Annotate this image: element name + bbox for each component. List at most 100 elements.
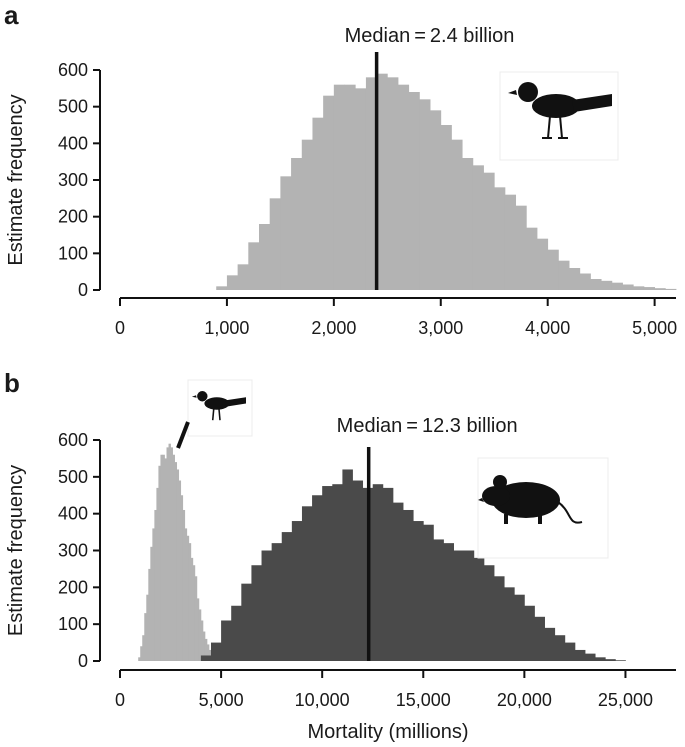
histogram-bar xyxy=(204,638,208,661)
histogram-bar xyxy=(333,84,345,291)
y-tick-label: 300 xyxy=(58,541,88,561)
histogram-bar xyxy=(261,550,273,661)
median-label: Median = 2.4 billion xyxy=(345,25,515,47)
bird-icon xyxy=(176,379,253,449)
histogram-bar xyxy=(301,139,313,290)
histogram-bar xyxy=(271,543,283,661)
histogram-bar xyxy=(574,649,586,661)
histogram-bar xyxy=(595,657,606,661)
histogram-bar xyxy=(579,273,591,290)
histogram-bar xyxy=(138,657,141,661)
histogram-bar xyxy=(504,587,515,661)
histogram-bar xyxy=(196,598,200,661)
y-tick-label: 600 xyxy=(58,60,88,80)
histogram-bar xyxy=(146,594,149,661)
histogram-bar xyxy=(291,521,303,661)
histogram-bar xyxy=(216,286,228,290)
histogram-bar xyxy=(665,288,677,290)
histogram-bar xyxy=(144,613,147,661)
y-tick-label: 0 xyxy=(78,280,88,300)
histogram-bar xyxy=(178,480,182,661)
histogram-bar xyxy=(633,286,645,290)
histogram-bar xyxy=(611,282,623,290)
histogram-bar xyxy=(451,139,463,290)
histogram-bar xyxy=(622,284,634,290)
histogram-bar xyxy=(382,487,394,661)
pointer-line xyxy=(176,421,190,449)
histogram-bar xyxy=(142,635,145,661)
histogram-bar xyxy=(514,594,525,661)
histogram-bar xyxy=(164,458,167,661)
histogram-bar xyxy=(226,275,239,290)
histogram-bar xyxy=(643,287,656,290)
histogram-bar xyxy=(494,576,505,661)
median-label: Median = 12.3 billion xyxy=(337,415,518,437)
histogram-bar xyxy=(166,447,169,661)
x-tick-label: 4,000 xyxy=(525,318,570,338)
histogram-bar xyxy=(301,506,313,661)
histogram-bar xyxy=(585,653,596,661)
histogram-bar xyxy=(156,487,159,661)
histogram-bar xyxy=(174,462,178,661)
y-tick-label: 400 xyxy=(58,504,88,524)
histogram-bar xyxy=(554,635,566,661)
histogram-bar xyxy=(601,280,613,290)
histogram-bar xyxy=(547,249,559,290)
histogram-bar xyxy=(202,631,206,661)
histogram-bar xyxy=(269,198,281,290)
histogram-bar xyxy=(180,495,184,661)
histogram-bar xyxy=(462,158,474,290)
histogram-bar xyxy=(472,165,484,290)
histogram-bar xyxy=(494,187,506,290)
x-tick-label: 1,000 xyxy=(204,318,249,338)
histogram-bar xyxy=(198,609,202,661)
histogram-bar xyxy=(342,469,353,661)
x-tick-label: 15,000 xyxy=(396,690,451,710)
y-tick-label: 200 xyxy=(58,207,88,227)
panel-a: Median = 2.4 billion 0 100 200 300 400 500 600 E… xyxy=(5,25,677,338)
histogram-bar xyxy=(463,550,475,661)
x-tick-label: 20,000 xyxy=(497,690,552,710)
histogram-bar xyxy=(515,205,527,290)
histogram-bar xyxy=(413,521,424,661)
x-tick-label: 10,000 xyxy=(295,690,350,710)
histogram-bar xyxy=(312,117,324,291)
histogram-bar xyxy=(186,535,190,661)
histogram-bar xyxy=(376,73,388,291)
histogram-bar xyxy=(210,642,222,661)
histogram-bar xyxy=(280,176,292,290)
histogram-bar xyxy=(221,620,232,661)
histogram-bar xyxy=(423,524,434,661)
histogram-bar xyxy=(291,158,303,290)
mouse-icon xyxy=(477,457,609,559)
histogram-bar xyxy=(372,484,384,661)
y-tick-label: 300 xyxy=(58,170,88,190)
histogram-bar xyxy=(312,495,323,661)
y-tick-label: 100 xyxy=(58,243,88,263)
x-tick-label: 0 xyxy=(115,318,125,338)
histogram-bar xyxy=(504,194,517,290)
histogram-bar xyxy=(322,486,333,661)
histogram-bar xyxy=(569,268,581,290)
histogram-bar xyxy=(194,576,198,661)
histogram-bar xyxy=(152,528,155,661)
histogram-bar xyxy=(398,84,410,291)
histogram-bar xyxy=(392,502,404,661)
histogram-bar xyxy=(440,125,452,290)
histogram-bar xyxy=(170,447,173,661)
histogram-bar xyxy=(323,95,335,291)
histogram-bar xyxy=(200,620,204,661)
histogram-bar xyxy=(483,172,495,290)
histogram-bar xyxy=(184,528,188,661)
histogram-bar xyxy=(231,605,242,661)
histogram-bar xyxy=(408,92,420,290)
histogram-bar xyxy=(524,605,535,661)
y-tick-label: 0 xyxy=(78,651,88,671)
histogram-bar xyxy=(483,565,495,661)
histogram-bar xyxy=(332,484,343,661)
histogram-bar xyxy=(168,443,171,661)
bird-icon xyxy=(499,71,619,161)
histogram-bar xyxy=(237,264,249,290)
y-tick-label: 200 xyxy=(58,577,88,597)
x-tick-label: 5,000 xyxy=(632,318,677,338)
